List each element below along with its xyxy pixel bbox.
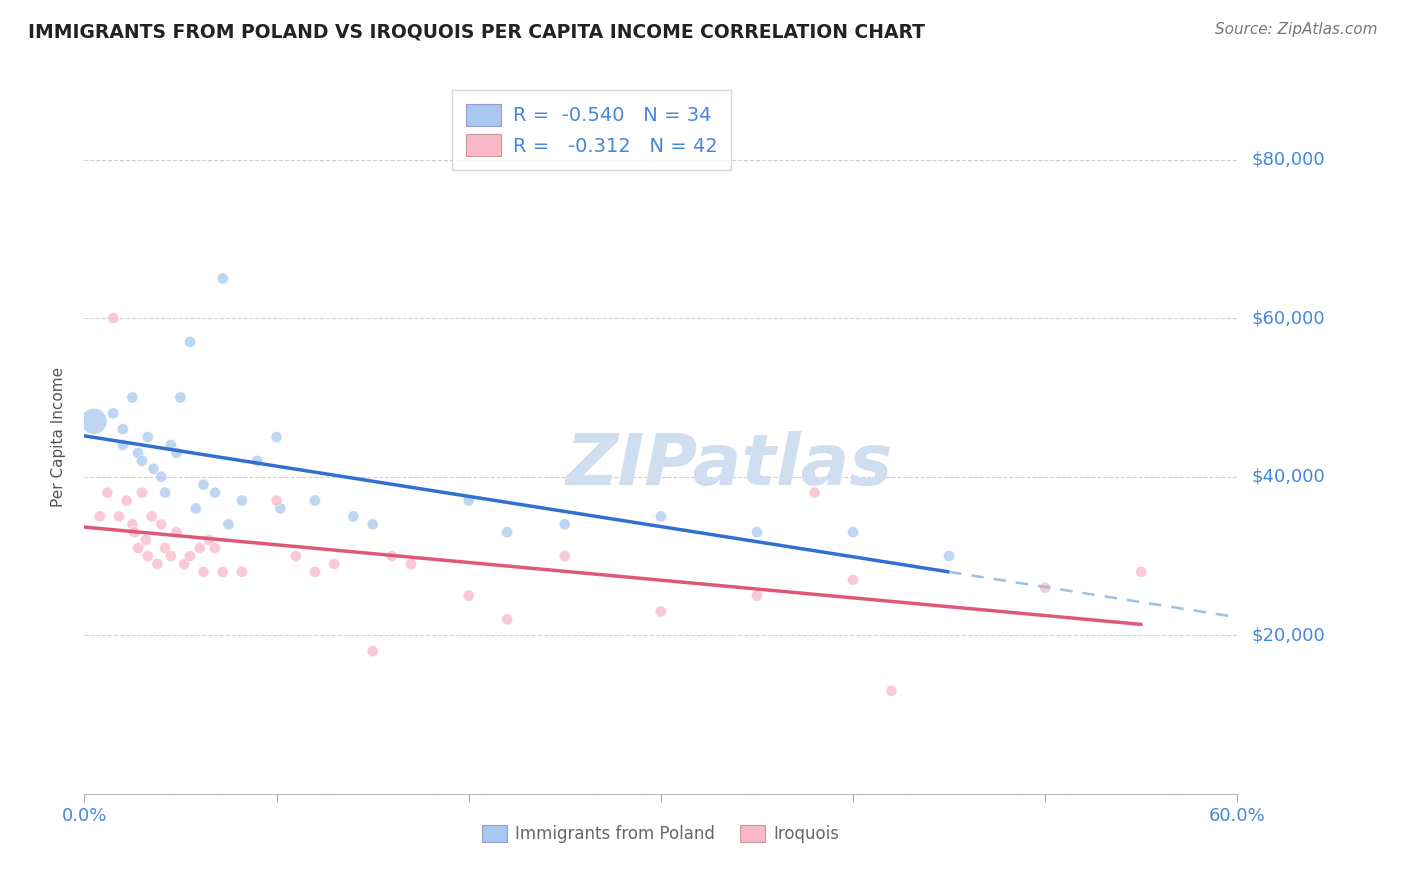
Point: [184, 501, 207, 516]
Legend: Immigrants from Poland, Iroquois: Immigrants from Poland, Iroquois: [475, 818, 846, 850]
Point: [745, 589, 768, 603]
Point: [399, 557, 422, 571]
Point: [496, 612, 519, 626]
Text: Source: ZipAtlas.com: Source: ZipAtlas.com: [1215, 22, 1378, 37]
Point: [150, 517, 173, 532]
Point: [231, 565, 253, 579]
Point: [160, 438, 183, 452]
Point: [842, 525, 865, 540]
Point: [108, 509, 131, 524]
Point: [179, 549, 201, 563]
Point: [141, 509, 163, 524]
Point: [153, 485, 176, 500]
Text: $40,000: $40,000: [1251, 467, 1324, 486]
Point: [361, 644, 384, 658]
Point: [136, 430, 159, 444]
Point: [111, 438, 134, 452]
Text: IMMIGRANTS FROM POLAND VS IROQUOIS PER CAPITA INCOME CORRELATION CHART: IMMIGRANTS FROM POLAND VS IROQUOIS PER C…: [28, 22, 925, 41]
Point: [457, 493, 479, 508]
Point: [218, 517, 240, 532]
Point: [231, 493, 253, 508]
Point: [361, 517, 384, 532]
Point: [127, 541, 149, 555]
Point: [136, 549, 159, 563]
Point: [166, 525, 188, 540]
Point: [188, 541, 211, 555]
Point: [193, 477, 215, 491]
Point: [103, 311, 124, 326]
Point: [211, 565, 233, 579]
Point: [650, 509, 672, 524]
Point: [304, 493, 326, 508]
Point: [269, 501, 291, 516]
Point: [323, 557, 346, 571]
Point: [124, 525, 146, 540]
Point: [745, 525, 768, 540]
Text: ZIPatlas: ZIPatlas: [567, 431, 894, 500]
Point: [131, 485, 153, 500]
Point: [266, 430, 288, 444]
Point: [83, 414, 105, 428]
Point: [496, 525, 519, 540]
Point: [150, 469, 173, 483]
Point: [342, 509, 364, 524]
Text: $20,000: $20,000: [1251, 626, 1324, 644]
Point: [938, 549, 960, 563]
Point: [198, 533, 221, 548]
Y-axis label: Per Capita Income: Per Capita Income: [51, 367, 66, 508]
Point: [1033, 581, 1056, 595]
Point: [135, 533, 157, 548]
Point: [166, 446, 188, 460]
Text: $80,000: $80,000: [1251, 151, 1324, 169]
Point: [96, 485, 118, 500]
Point: [246, 454, 269, 468]
Point: [127, 446, 149, 460]
Point: [111, 422, 134, 436]
Point: [131, 454, 153, 468]
Point: [457, 589, 479, 603]
Point: [89, 509, 111, 524]
Point: [204, 485, 226, 500]
Point: [880, 683, 903, 698]
Point: [266, 493, 288, 508]
Point: [1130, 565, 1153, 579]
Point: [169, 391, 191, 405]
Point: [153, 541, 176, 555]
Point: [204, 541, 226, 555]
Text: $60,000: $60,000: [1251, 310, 1324, 327]
Point: [304, 565, 326, 579]
Point: [284, 549, 307, 563]
Point: [173, 557, 195, 571]
Point: [381, 549, 404, 563]
Point: [211, 271, 233, 285]
Point: [115, 493, 138, 508]
Point: [146, 557, 169, 571]
Point: [121, 517, 143, 532]
Point: [803, 485, 825, 500]
Point: [142, 462, 165, 476]
Point: [554, 517, 576, 532]
Point: [650, 605, 672, 619]
Point: [842, 573, 865, 587]
Point: [193, 565, 215, 579]
Point: [121, 391, 143, 405]
Point: [160, 549, 183, 563]
Point: [554, 549, 576, 563]
Point: [179, 334, 201, 349]
Point: [103, 406, 124, 420]
